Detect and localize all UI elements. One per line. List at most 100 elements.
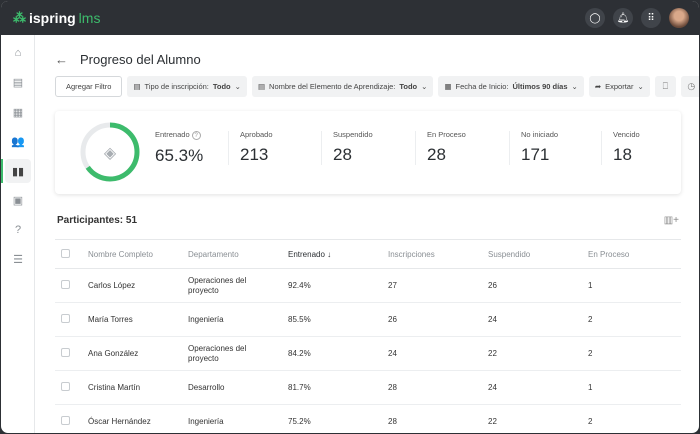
table-cell: María Torres [88,302,188,337]
sidebar-item-home[interactable]: ⌂ [5,41,31,65]
table-cell: 28 [388,404,488,433]
column-header[interactable]: Inscripciones [388,239,488,269]
column-header[interactable]: En Proceso [588,239,681,269]
sidebar-item-calendar[interactable]: ▦ [5,100,31,124]
divider [601,131,602,165]
table-cell: 84.2% [288,336,388,371]
stats-card: ◈ Entrenado ? 65.3% Aprobado 213 Suspendido 2… [55,111,681,194]
table-cell: 92.4% [288,268,388,303]
table-cell: Operaciones del proyecto [188,268,288,303]
calendar-icon: ▤ [133,82,141,91]
page-title: Progreso del Alumno [80,52,201,67]
table-cell: 75.2% [288,404,388,433]
row-checkbox[interactable] [61,279,70,289]
table-cell: Ana González [88,336,188,371]
column-header[interactable]: Suspendido [488,239,588,269]
sidebar-item-settings-sliders[interactable]: ☰ [5,248,31,272]
bookmark-icon: ⎕ [662,81,668,91]
participants-table: Nombre Completo Departamento Entrenado ↓ In… [55,239,681,433]
stat-value: 65.3% [155,146,204,165]
table-cell: 22 [488,336,588,371]
chat-icon[interactable]: ◯ [585,8,605,28]
back-arrow-icon[interactable]: ← [55,52,68,67]
stat-value: 18 [613,145,632,164]
bookmark-button[interactable]: ⎕ [654,76,676,97]
reports-icon: ▮▮ [11,165,25,178]
table-cell: 24 [488,302,588,337]
table-cell: 24 [388,336,488,371]
logo[interactable]: ⁂ ispring lms [13,10,101,26]
chevron-down-icon: ⌄ [637,82,644,91]
table-cell: Ingeniería [188,404,288,433]
table-cell: 2 [588,404,681,433]
course-icon: ◈ [104,145,117,162]
stat-value: 28 [427,145,446,164]
stat-value: 28 [333,145,352,164]
table-row[interactable]: Ana González Operaciones del proyecto 84.2… [55,336,681,371]
divider [509,131,510,165]
sidebar-item-assignment[interactable]: ▣ [5,189,31,213]
stat-label: En Proceso [427,130,466,139]
table-cell: 2 [588,302,681,337]
row-checkbox[interactable] [61,381,70,391]
filter-enrollment-type[interactable]: ▤ Tipo de inscripción: Todo ⌄ [127,76,247,97]
table-row[interactable]: Cristina Martín Desarrollo 81.7% 28 24 1 [55,370,681,405]
filter-learning-item[interactable]: ▤ Nombre del Elemento de Aprendizaje: Todo… [251,76,434,97]
help-icon: ? [14,224,22,236]
sidebar-item-help[interactable]: ? [5,218,31,242]
bell-icon[interactable]: 🔔︎ [613,8,633,28]
divider [415,131,416,165]
table-cell: 1 [588,268,681,303]
clock-icon: ◷ [687,81,696,91]
table-cell: 26 [488,268,588,303]
sidebar-item-book[interactable]: ▤ [5,71,31,95]
table-cell: Óscar Hernández [88,404,188,433]
column-settings-icon[interactable]: ▥+ [663,215,679,226]
help-icon[interactable]: ? [191,131,201,140]
filter-start-date[interactable]: ▦ Fecha de Inicio: Últimos 90 días ⌄ [438,76,584,97]
column-header[interactable]: Nombre Completo [88,239,188,269]
stat-3: En Proceso 28 [427,130,466,165]
sidebar-item-reports[interactable]: ▮▮ [1,159,31,183]
select-all-checkbox[interactable] [61,248,70,258]
sidebar-item-users[interactable]: 👥 [5,130,31,154]
stat-label: No iniciado [521,130,559,139]
avatar[interactable] [669,8,689,28]
calendar-icon: ▦ [444,82,452,91]
column-header[interactable]: Departamento [188,239,288,269]
trained-progress-ring: ◈ [80,122,140,182]
table-cell: 2 [588,336,681,371]
row-checkbox[interactable] [61,347,70,357]
apps-grid-icon[interactable]: ⠿ [641,8,661,28]
history-button[interactable]: ◷ [680,76,699,97]
participants-count: Participantes: 51 [57,215,138,226]
stat-value: 213 [240,145,269,164]
export-button[interactable]: ➦ Exportar ⌄ [588,76,650,97]
sidebar: ⌂ ▤ ▦ 👥 ▮▮ ▣? ☰ [1,35,35,433]
stat-5: Vencido 18 [613,130,640,165]
share-icon: ➦ [594,82,602,91]
table-row[interactable]: María Torres Ingeniería 85.5% 26 24 2 [55,302,681,337]
stat-label: Vencido [613,130,640,139]
table-cell: 85.5% [288,302,388,337]
divider [321,131,322,165]
table-cell: Carlos López [88,268,188,303]
row-checkbox[interactable] [61,313,70,323]
book-icon: ▤ [12,77,24,89]
table-cell: 26 [388,302,488,337]
settings-sliders-icon: ☰ [13,254,23,266]
table-cell: Cristina Martín [88,370,188,405]
table-row[interactable]: Carlos López Operaciones del proyecto 92.4… [55,268,681,303]
table-row[interactable]: Óscar Hernández Ingeniería 75.2% 28 22 2 [55,404,681,433]
table-cell: Ingeniería [188,302,288,337]
add-filter-button[interactable]: Agregar Filtro [55,76,123,97]
divider [228,131,229,165]
stat-label: Aprobado [240,130,273,139]
table-cell: Operaciones del proyecto [188,336,288,371]
chevron-down-icon: ⌄ [571,82,578,91]
row-checkbox[interactable] [61,415,70,425]
table-cell: 28 [388,370,488,405]
column-header[interactable]: Entrenado ↓ [288,239,388,269]
stat-4: No iniciado 171 [521,130,558,165]
